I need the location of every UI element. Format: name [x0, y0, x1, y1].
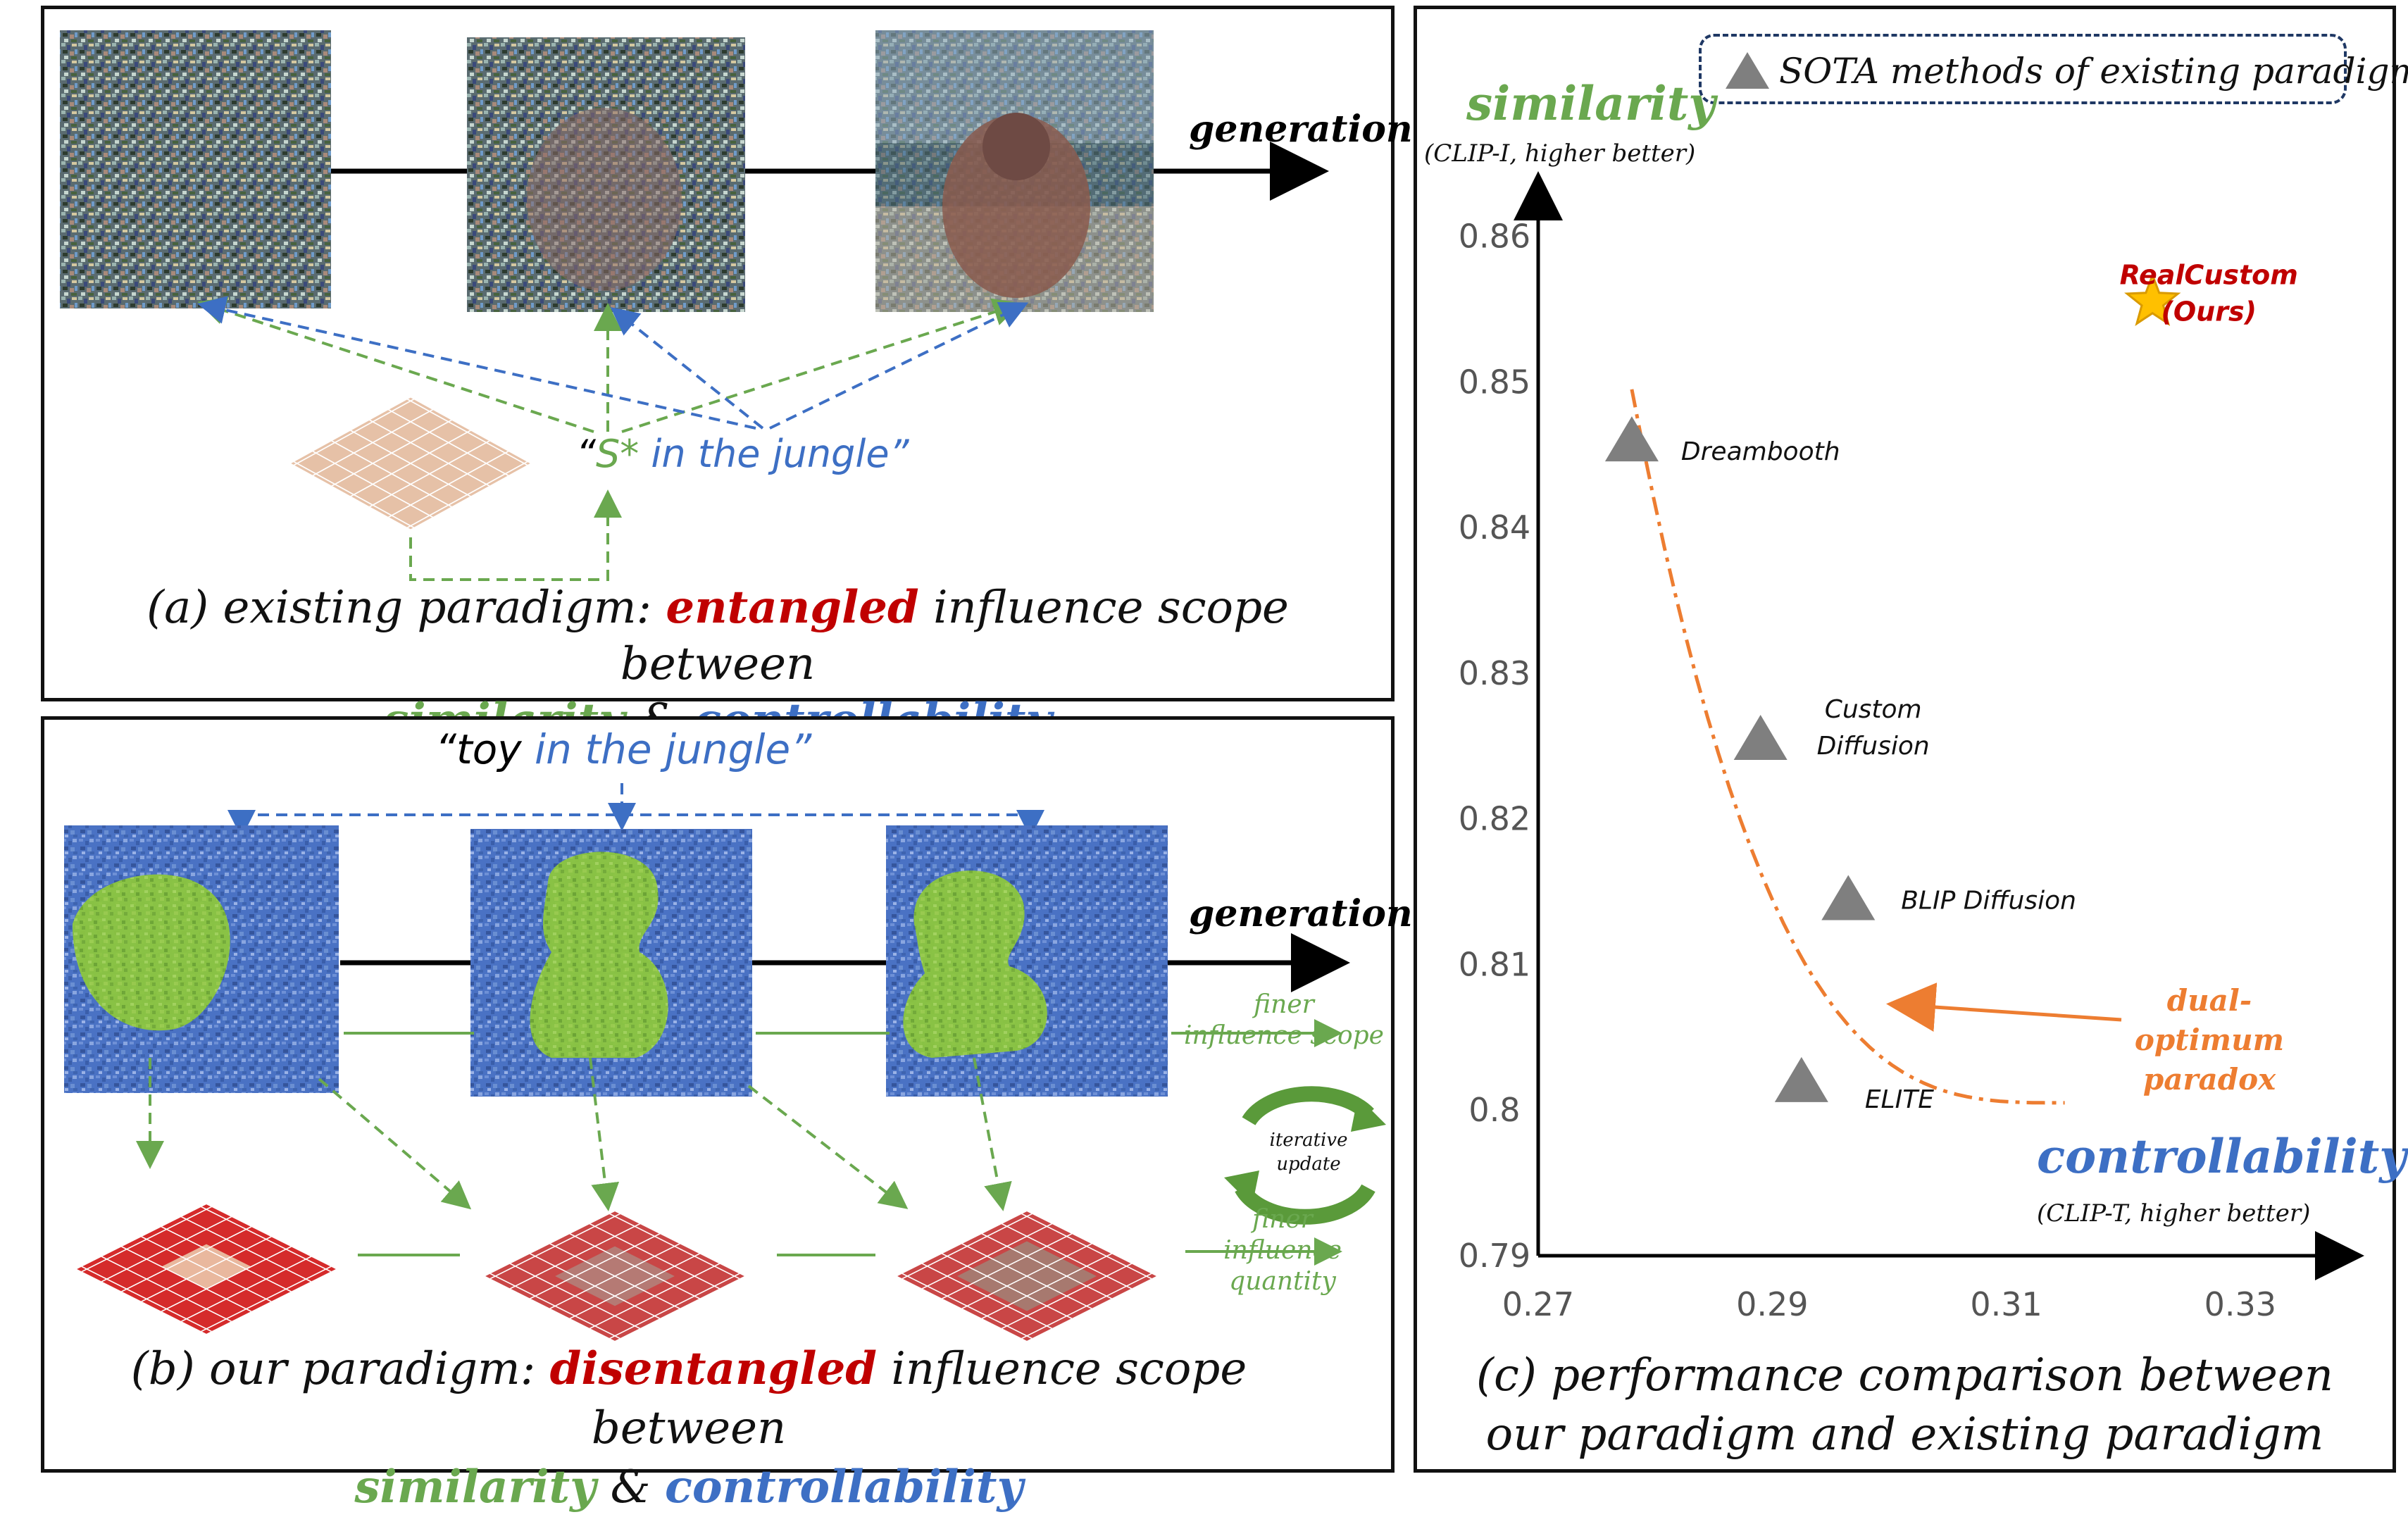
- y-tick-label: 0.81: [1459, 945, 1530, 983]
- panel-b-graphics: [64, 783, 1386, 1341]
- legend-triangle-icon: [1726, 52, 1769, 89]
- point-label: BLIP Diffusion: [1901, 886, 2076, 915]
- caption-b-key: disentangled: [549, 1342, 878, 1395]
- legend-label: SOTA methods of existing paradigm: [1779, 51, 2408, 92]
- finer-scope-label: finer influence scope: [1184, 990, 1384, 1050]
- panel-c: SOTA methods of existing paradigm simila…: [1414, 6, 2408, 1473]
- generation-label-a: generation: [1189, 108, 1413, 151]
- x-tick-label: 0.27: [1502, 1285, 1574, 1323]
- y-tick-label: 0.84: [1459, 508, 1530, 547]
- reference-grid-3: [897, 1211, 1156, 1341]
- sota-triangle-marker: [1733, 715, 1788, 761]
- legend-box: SOTA methods of existing paradigm: [1699, 34, 2408, 104]
- scatter-chart: 0.79 0.8 0.81 0.82 0.83 0.84 0.85 0.86 0.27 0.29 0…: [1459, 171, 2364, 1323]
- x-tick-label: 0.31: [1970, 1285, 2042, 1323]
- y-tick-label: 0.85: [1459, 363, 1530, 401]
- point-label: Custom Diffusion: [1817, 695, 1930, 761]
- sota-triangle-marker: [1604, 416, 1659, 462]
- reference-grid-2: [485, 1211, 744, 1341]
- reference-grid-1: [77, 1204, 336, 1334]
- caption-a-key: entangled: [666, 581, 919, 634]
- prompt-quote-open: “: [576, 432, 596, 476]
- paradox-label: dual-optimum paradox: [2134, 983, 2285, 1097]
- x-tick-label: 0.29: [1736, 1285, 1808, 1323]
- iterative-update-label: iterative update: [1269, 1130, 1348, 1175]
- caption-b-line1: (b) our paradigm: disentangled influence…: [130, 1342, 1247, 1454]
- noise-image-1: [60, 30, 331, 308]
- paradox-arrow: [1886, 982, 2122, 1032]
- tradeoff-curve: [1630, 389, 2065, 1105]
- y-axis-title: similarity: [1466, 76, 1716, 131]
- x-axis-subtitle: (CLIP-T, higher better): [2037, 1199, 2311, 1228]
- caption-b-line2: similarity & controllability: [354, 1461, 1023, 1513]
- x-axis-title: controllability: [2037, 1129, 2407, 1184]
- panel-b: “toy in the jungle” generation finer inf…: [41, 716, 1413, 1513]
- reference-image-a: [291, 397, 530, 530]
- point-label: ELITE: [1865, 1085, 1934, 1114]
- sota-triangle-marker: [1774, 1056, 1828, 1102]
- y-tick-label: 0.83: [1459, 654, 1530, 692]
- prompt-a: “S* in the jungle”: [576, 432, 909, 476]
- prompt-b: “toy in the jungle”: [435, 725, 812, 773]
- prompt-rest: in the jungle”: [639, 432, 909, 476]
- point-label: Dreambooth: [1681, 437, 1840, 466]
- y-tick-label: 0.79: [1459, 1237, 1530, 1275]
- point-label: RealCustom (Ours): [2120, 260, 2298, 327]
- caption-c: (c) performance comparison between our p…: [1476, 1349, 2333, 1461]
- y-tick-label: 0.82: [1459, 800, 1530, 838]
- ours-star-marker: [2124, 272, 2181, 326]
- finer-quantity-label: finer influence quantity: [1223, 1205, 1342, 1296]
- y-tick-label: 0.8: [1468, 1091, 1520, 1129]
- generation-label-b: generation: [1189, 892, 1413, 935]
- caption-b: (b) our paradigm: disentangled influence…: [44, 1340, 1333, 1517]
- panel-a: generation “S* in the jungle” (a) existi…: [41, 6, 1413, 747]
- caption-a-line1: (a) existing paradigm: entangled influen…: [146, 581, 1289, 690]
- prompt-token: S*: [595, 432, 640, 476]
- y-tick-label: 0.86: [1459, 218, 1530, 256]
- y-axis-subtitle: (CLIP-I, higher better): [1424, 139, 1696, 168]
- x-tick-label: 0.33: [2204, 1285, 2276, 1323]
- sota-triangle-marker: [1821, 875, 1876, 920]
- panel-a-graphics: [60, 30, 1329, 581]
